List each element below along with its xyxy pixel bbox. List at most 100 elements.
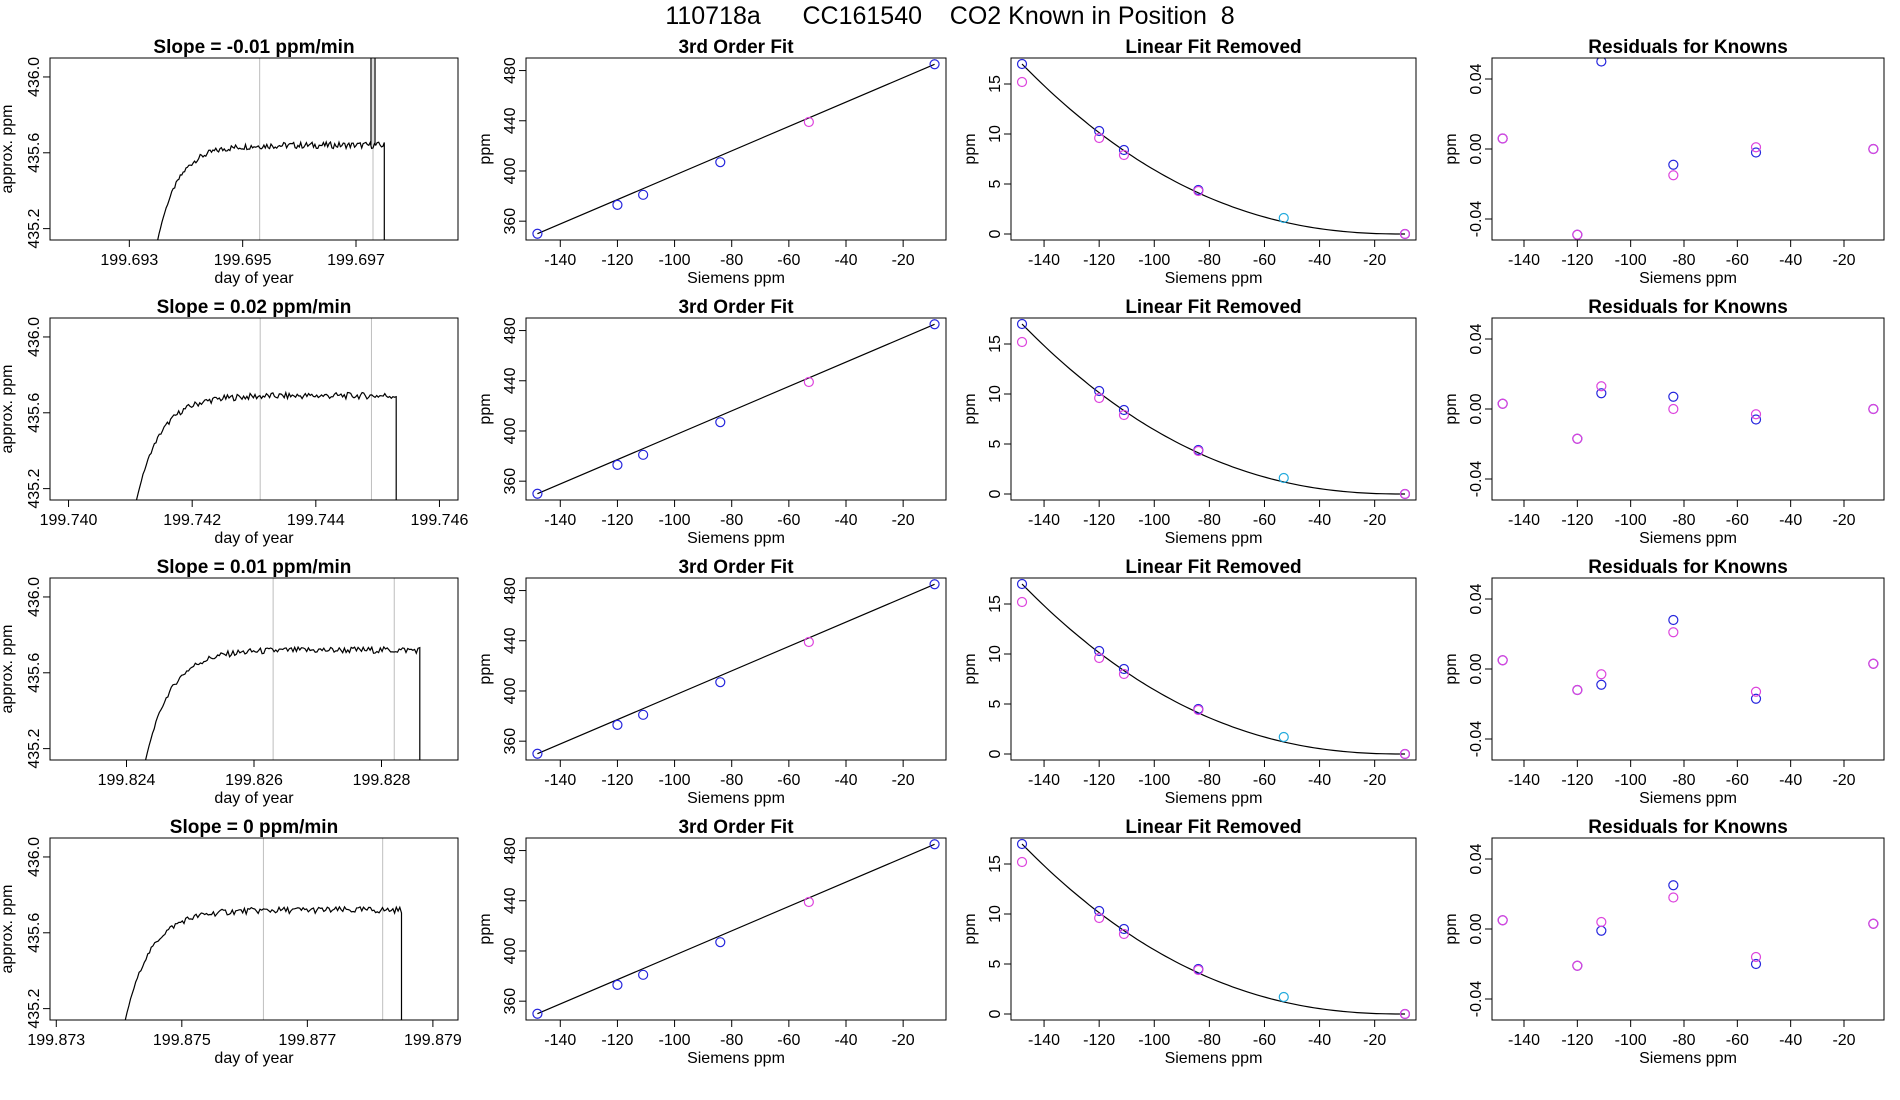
panel-title: Linear Fit Removed — [1125, 37, 1301, 58]
data-point — [1868, 403, 1879, 415]
plot-area — [1497, 614, 1879, 704]
x-tick-label: -80 — [1198, 252, 1221, 269]
fit-line — [537, 843, 935, 1015]
x-tick-label: -40 — [1308, 512, 1331, 529]
y-tick-label: 480 — [502, 837, 519, 864]
data-point — [1750, 958, 1762, 970]
x-tick-label: -80 — [1672, 1032, 1695, 1049]
y-tick-label: 436.0 — [26, 837, 43, 877]
x-tick-label: -80 — [1198, 512, 1221, 529]
data-point — [1016, 596, 1028, 608]
x-tick-label: -120 — [1561, 512, 1593, 529]
time-trace — [124, 905, 403, 1020]
data-point — [1572, 960, 1583, 971]
x-tick-label: -40 — [1779, 772, 1802, 789]
page-title: 110718a CC161540 CO2 Known in Position 8 — [665, 2, 1235, 30]
panel-r4-c2: 3rd Order Fit -140 -120 -100 -80 -60 -40 -20 360… — [477, 817, 947, 1067]
x-tick-label: -80 — [720, 512, 743, 529]
data-point — [1399, 488, 1411, 500]
data-point — [803, 636, 814, 648]
y-axis-label: approx. ppm — [0, 885, 16, 974]
data-point — [1596, 916, 1607, 928]
y-tick-label: 5 — [987, 179, 1004, 188]
panel-title: 3rd Order Fit — [678, 297, 794, 318]
y-tick-label: 0.00 — [1468, 133, 1485, 164]
data-point — [1118, 928, 1130, 940]
x-tick-label: -80 — [720, 1032, 743, 1049]
data-point — [1016, 76, 1028, 88]
fit-line — [537, 583, 935, 755]
data-point — [1596, 58, 1607, 67]
x-tick-label: -60 — [777, 1032, 800, 1049]
plot-area — [532, 579, 940, 759]
y-tick-label: 0.04 — [1468, 323, 1485, 354]
data-point — [1868, 918, 1879, 929]
x-tick-label: -20 — [1832, 772, 1855, 789]
y-tick-label: 10 — [987, 645, 1004, 663]
data-point — [1016, 838, 1028, 850]
x-tick-label: -100 — [659, 1032, 691, 1049]
plot-area — [1497, 880, 1879, 971]
y-tick-label: 435.6 — [26, 393, 43, 433]
x-axis-label: Siemens ppm — [1165, 1050, 1263, 1067]
data-point — [1278, 472, 1289, 484]
data-point — [1094, 652, 1105, 664]
data-point — [1497, 915, 1508, 926]
x-tick-label: 199.746 — [411, 512, 469, 529]
y-axis-label: ppm — [477, 653, 494, 684]
x-tick-label: -20 — [1363, 1032, 1386, 1049]
x-tick-label: -120 — [601, 512, 633, 529]
y-tick-label: 5 — [987, 959, 1004, 968]
panel-r3-c4: Residuals for Knowns -140 -120 -100 -80 -60 -4… — [1443, 557, 1885, 807]
x-tick-label: -20 — [892, 252, 915, 269]
data-point — [1118, 404, 1130, 416]
x-tick-label: 199.824 — [98, 772, 156, 789]
y-tick-label: 0.00 — [1468, 653, 1485, 684]
plot-area — [1497, 58, 1879, 240]
x-tick-label: 199.875 — [153, 1032, 211, 1049]
y-tick-label: 436.0 — [26, 57, 43, 97]
y-axis-label: ppm — [962, 913, 979, 944]
x-tick-label: 199.873 — [27, 1032, 85, 1049]
plot-frame — [49, 577, 459, 761]
panel-title: Slope = 0.01 ppm/min — [157, 557, 352, 578]
data-point — [638, 189, 649, 200]
x-tick-label: -100 — [659, 772, 691, 789]
plot-area — [144, 578, 421, 760]
y-tick-label: 435.6 — [26, 653, 43, 693]
panel-r1-c4: Residuals for Knowns -140 -120 -100 -80 -60 -4… — [1443, 37, 1885, 287]
x-axis-label: day of year — [214, 790, 294, 807]
y-tick-label: -0.04 — [1468, 721, 1485, 758]
y-axis-label: ppm — [1443, 393, 1460, 424]
y-axis-label: ppm — [962, 653, 979, 684]
y-tick-label: 0.04 — [1468, 843, 1485, 874]
data-point — [803, 116, 814, 128]
plot-area — [1016, 318, 1411, 500]
plot-area — [157, 58, 385, 240]
x-tick-label: -140 — [544, 772, 576, 789]
data-point — [1278, 991, 1289, 1003]
data-point — [638, 709, 649, 720]
data-point — [1278, 731, 1289, 743]
data-point — [1750, 951, 1762, 963]
panel-r2-c2: 3rd Order Fit -140 -120 -100 -80 -60 -40 -20 360… — [477, 297, 947, 547]
plot-frame — [49, 317, 459, 501]
panel-title: Linear Fit Removed — [1125, 817, 1301, 838]
x-tick-label: 199.744 — [287, 512, 345, 529]
x-tick-label: -100 — [659, 512, 691, 529]
y-tick-label: 15 — [987, 75, 1004, 93]
panel-r4-c1: Slope = 0 ppm/min 199.873 199.875 199.877 19… — [0, 817, 462, 1067]
x-tick-label: -60 — [1726, 252, 1749, 269]
x-tick-label: 199.740 — [40, 512, 98, 529]
y-tick-label: 5 — [987, 699, 1004, 708]
data-point — [1118, 149, 1130, 161]
data-point — [1016, 58, 1028, 70]
data-point — [929, 579, 940, 590]
plot-frame — [525, 57, 947, 241]
x-axis-label: Siemens ppm — [687, 530, 785, 547]
x-tick-label: -80 — [720, 252, 743, 269]
y-axis-label: ppm — [1443, 653, 1460, 684]
y-axis-label: ppm — [477, 393, 494, 424]
fit-curve — [1021, 843, 1405, 1015]
x-tick-label: -120 — [1083, 1032, 1115, 1049]
